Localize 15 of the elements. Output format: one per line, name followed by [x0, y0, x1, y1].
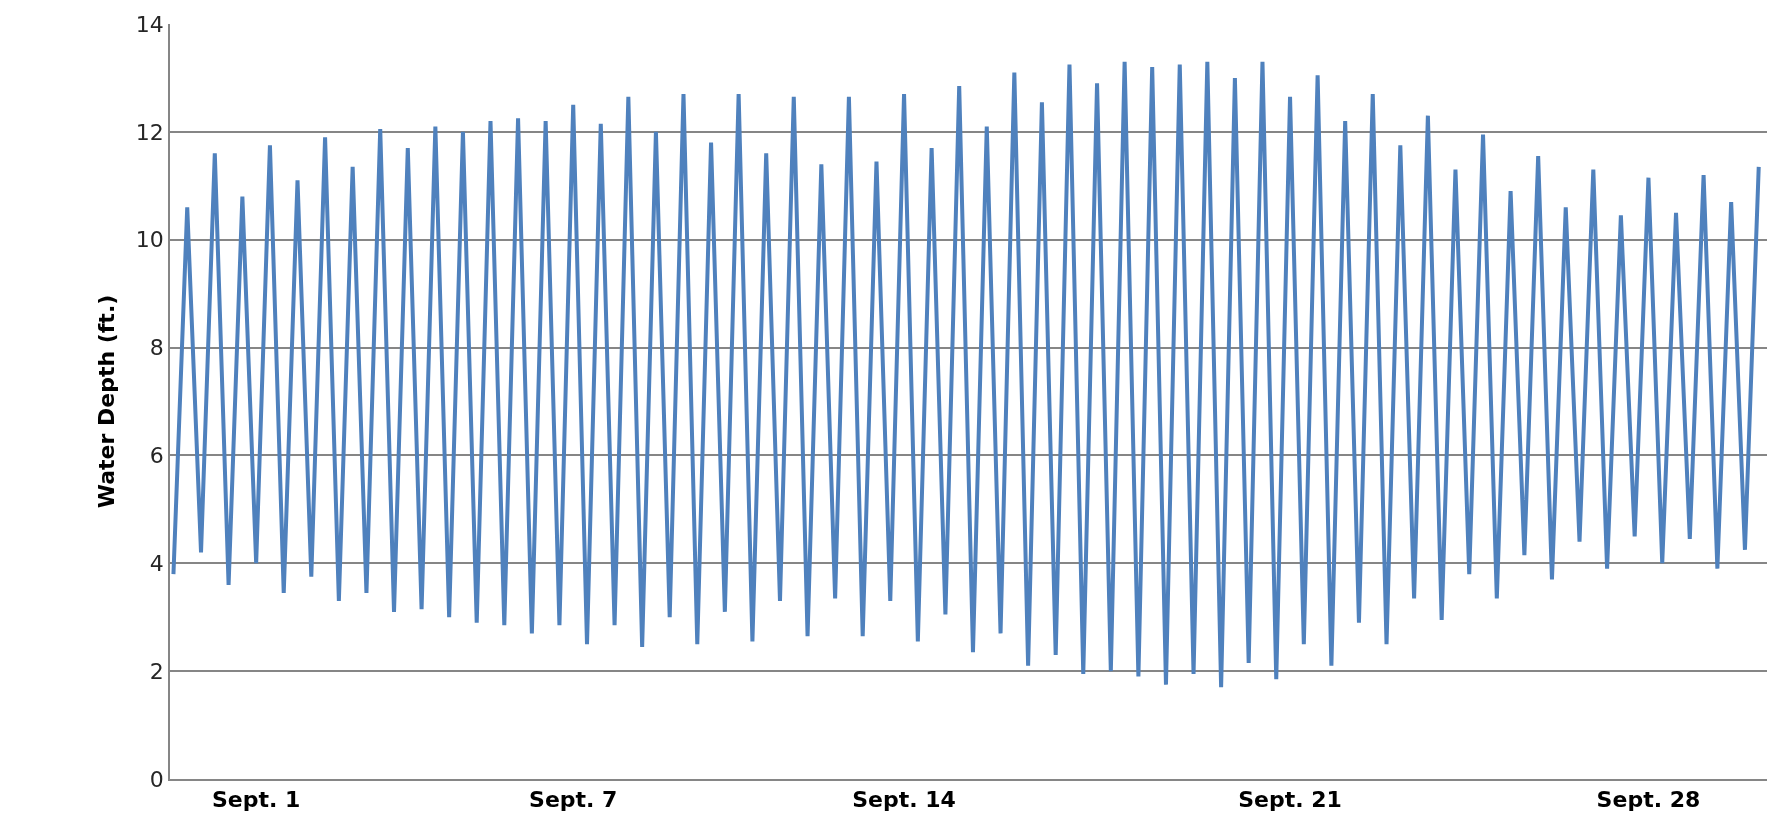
- x-tick-label: Sept. 1: [211, 787, 301, 813]
- y-tick-label: 6: [149, 443, 164, 469]
- y-tick-label: 12: [135, 119, 164, 145]
- line-series: [171, 59, 1761, 690]
- y-tick-label: 2: [149, 658, 164, 684]
- y-tick-label: 0: [149, 766, 164, 792]
- y-axis-title: Water Depth (ft.): [94, 294, 120, 509]
- x-tick-label: Sept. 14: [852, 787, 956, 813]
- y-tick-label: 4: [149, 550, 164, 576]
- y-tick-label: 14: [135, 11, 164, 37]
- y-tick-label: 8: [149, 335, 164, 361]
- x-tick-label: Sept. 28: [1596, 787, 1701, 813]
- x-tick-label: Sept. 7: [529, 787, 618, 813]
- y-tick-label: 10: [135, 227, 164, 253]
- x-tick-label: Sept. 21: [1238, 787, 1342, 813]
